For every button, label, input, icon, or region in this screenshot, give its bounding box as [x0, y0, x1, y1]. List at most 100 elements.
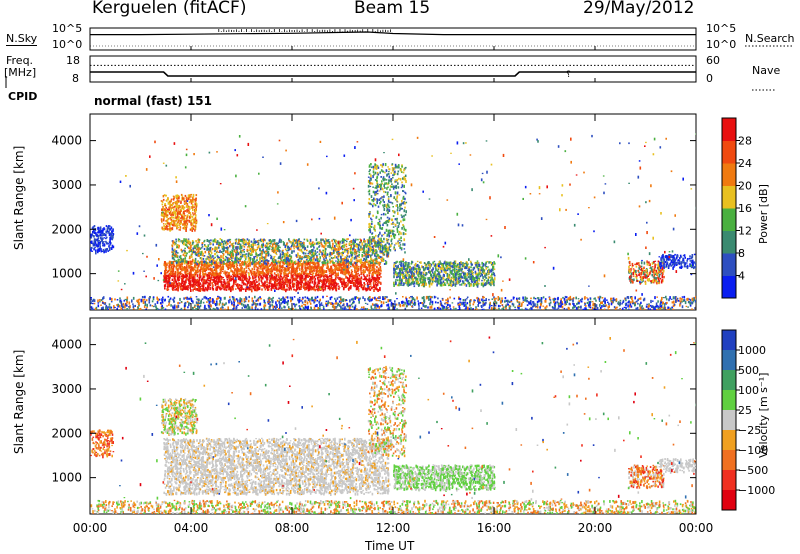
power-echo [342, 267, 344, 270]
power-echo [204, 250, 207, 254]
power-echo [205, 261, 208, 265]
power-echo [181, 264, 183, 266]
power-echo [323, 269, 325, 271]
power-echo [389, 245, 392, 247]
power-echo [196, 280, 199, 283]
power-echo [325, 270, 328, 273]
power-echo [279, 278, 282, 281]
power-echo [311, 276, 313, 279]
power-echo [211, 282, 213, 285]
power-echo [207, 285, 209, 288]
power-echo [176, 255, 179, 258]
power-echo [389, 245, 391, 248]
power-echo [395, 242, 397, 245]
power-echo [368, 181, 371, 185]
power-echo [318, 245, 321, 247]
power-echo [328, 285, 330, 288]
power-echo [398, 210, 401, 212]
power-echo [273, 261, 275, 264]
power-echo [235, 260, 237, 264]
power-echo [186, 214, 189, 218]
power-echo [367, 176, 370, 178]
power-echo [375, 250, 377, 252]
power-echo [379, 255, 382, 259]
power-echo [197, 270, 200, 273]
power-echo [207, 272, 210, 274]
power-echo [303, 283, 306, 286]
power-echo [175, 285, 177, 288]
power-echo [335, 243, 338, 245]
power-echo [263, 274, 265, 278]
power-echo [176, 245, 178, 249]
power-echo [340, 281, 342, 284]
power-echo [398, 233, 400, 236]
power-echo [177, 201, 179, 204]
power-echo [368, 226, 370, 229]
power-echo [231, 265, 234, 267]
power-echo [372, 273, 374, 276]
power-echo [396, 165, 398, 169]
nsearch-label: N.Search [745, 32, 795, 45]
power-echo [261, 268, 264, 272]
power-echo [187, 194, 190, 198]
power-echo [220, 281, 223, 283]
power-echo [177, 277, 179, 280]
power-echo [322, 253, 325, 256]
power-echo [207, 273, 210, 275]
power-echo [347, 258, 349, 260]
power-echo [216, 250, 219, 253]
power-echo [268, 264, 271, 267]
power-echo [309, 251, 311, 255]
power-echo [175, 242, 177, 245]
power-echo [303, 278, 306, 281]
power-echo [379, 261, 382, 263]
power-echo [196, 262, 198, 266]
power-echo [399, 244, 402, 246]
power-echo [181, 262, 184, 265]
power-echo [306, 238, 308, 241]
power-echo [285, 252, 287, 255]
power-echo [210, 278, 213, 281]
power-echo [279, 287, 281, 290]
power-echo [374, 254, 376, 257]
power-echo [173, 259, 176, 261]
power-echo [203, 275, 206, 278]
power-echo [200, 247, 203, 249]
power-echo [281, 250, 284, 253]
power-echo [250, 273, 253, 276]
power-echo [372, 200, 375, 203]
power-echo [378, 241, 380, 245]
power-echo [284, 271, 287, 273]
power-echo [380, 276, 382, 278]
power-echo [376, 265, 378, 269]
power-echo [234, 251, 237, 254]
power-echo [185, 200, 187, 202]
power-echo [382, 204, 384, 207]
power-echo [164, 264, 167, 267]
power-echo [320, 279, 323, 282]
power-echo [371, 287, 373, 290]
power-echo [192, 269, 194, 272]
power-echo [326, 264, 329, 268]
power-echo [387, 182, 390, 185]
power-echo [283, 279, 286, 281]
power-echo [168, 222, 171, 226]
power-echo [286, 274, 288, 278]
power-echo [173, 222, 175, 225]
power-echo [271, 261, 273, 264]
power-echo [378, 247, 381, 251]
power-echo [176, 264, 178, 267]
power-echo [185, 285, 188, 289]
power-echo [256, 261, 258, 264]
power-echo [195, 207, 197, 210]
power-echo [369, 261, 372, 263]
power-echo [194, 280, 196, 284]
power-echo [190, 263, 192, 266]
power-echo [328, 270, 331, 273]
power-echo [205, 288, 208, 291]
power-echo [375, 269, 378, 272]
power-echo [196, 278, 199, 282]
power-echo [322, 249, 324, 253]
power-echo [354, 244, 357, 248]
power-echo [300, 270, 303, 272]
